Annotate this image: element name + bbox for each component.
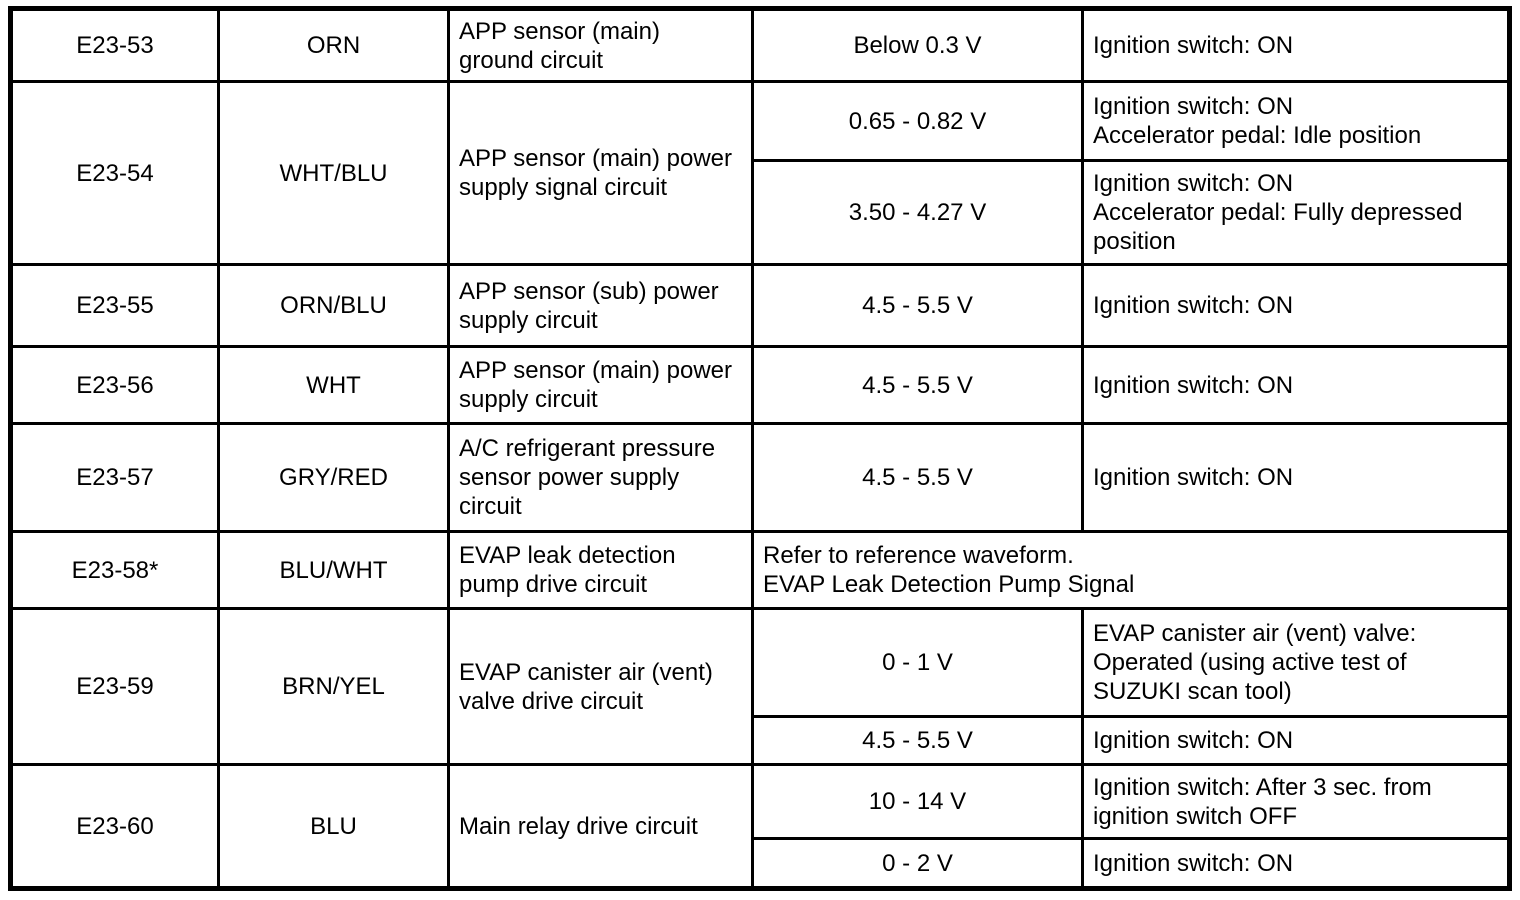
terminal-cell: E23-54 [9, 80, 220, 266]
wire-color-cell: BLU [217, 763, 450, 890]
terminal-cell: E23-58* [9, 530, 220, 610]
terminal-cell: E23-60 [9, 763, 220, 890]
circuit-cell: A/C refrigerant pressure sensor power su… [447, 422, 754, 533]
voltage-cell: Below 0.3 V [751, 7, 1084, 83]
condition-cell: Ignition switch: ON [1081, 7, 1511, 83]
table-row: E23-57 GRY/RED A/C refrigerant pressure … [9, 422, 1511, 533]
circuit-cell: EVAP canister air (vent) valve drive cir… [447, 607, 754, 766]
circuit-cell: APP sensor (main) power supply circuit [447, 345, 754, 425]
terminal-cell: E23-53 [9, 7, 220, 83]
voltage-cell: 4.5 - 5.5 V [751, 422, 1084, 533]
condition-cell: Ignition switch: ON [1081, 837, 1511, 890]
condition-cell: Ignition switch: ON [1081, 715, 1511, 766]
circuit-cell: APP sensor (main) ground circuit [447, 7, 754, 83]
terminal-cell: E23-57 [9, 422, 220, 533]
terminal-cell: E23-55 [9, 263, 220, 348]
table-row: E23-56 WHT APP sensor (main) power suppl… [9, 345, 1511, 425]
voltage-cell: 0 - 2 V [751, 837, 1084, 890]
terminal-cell: E23-56 [9, 345, 220, 425]
circuit-cell: EVAP leak detection pump drive circuit [447, 530, 754, 610]
voltage-cell: 0 - 1 V [751, 607, 1084, 718]
wire-color-cell: ORN [217, 7, 450, 83]
voltage-cell: 4.5 - 5.5 V [751, 715, 1084, 766]
voltage-cell: 10 - 14 V [751, 763, 1084, 840]
table-subrow: 3.50 - 4.27 V Ignition switch: ON Accele… [11, 159, 1511, 266]
wire-color-cell: BRN/YEL [217, 607, 450, 766]
voltage-cell: 4.5 - 5.5 V [751, 345, 1084, 425]
wire-color-cell: WHT [217, 345, 450, 425]
condition-cell: Ignition switch: ON [1081, 263, 1511, 348]
wire-color-cell: BLU/WHT [217, 530, 450, 610]
condition-cell: Ignition switch: ON Accelerator pedal: F… [1081, 159, 1511, 266]
wire-color-cell: GRY/RED [217, 422, 450, 533]
condition-cell: EVAP canister air (vent) valve: Operated… [1081, 607, 1511, 718]
condition-cell: Ignition switch: ON [1081, 422, 1511, 533]
wire-color-cell: WHT/BLU [217, 80, 450, 266]
table-row: E23-55 ORN/BLU APP sensor (sub) power su… [9, 263, 1511, 348]
condition-cell: Ignition switch: ON Accelerator pedal: I… [1081, 80, 1511, 162]
table-row: E23-59 BRN/YEL EVAP canister air (vent) … [9, 607, 1511, 766]
waveform-note-cell: Refer to reference waveform. EVAP Leak D… [751, 530, 1511, 610]
voltage-cell: 3.50 - 4.27 V [751, 159, 1084, 266]
table-row: E23-60 BLU Main relay drive circuit 10 -… [9, 763, 1511, 890]
circuit-cell: Main relay drive circuit [447, 763, 754, 890]
wire-color-cell: ORN/BLU [217, 263, 450, 348]
voltage-cell: 0.65 - 0.82 V [751, 80, 1084, 162]
terminal-cell: E23-59 [9, 607, 220, 766]
condition-cell: Ignition switch: ON [1081, 345, 1511, 425]
table-row: E23-53 ORN APP sensor (main) ground circ… [9, 7, 1511, 83]
condition-cell: Ignition switch: After 3 sec. from ignit… [1081, 763, 1511, 840]
table-row: E23-58* BLU/WHT EVAP leak detection pump… [9, 530, 1511, 610]
table-subrow: 4.5 - 5.5 V Ignition switch: ON [11, 715, 1511, 766]
terminal-voltage-table: E23-53 ORN APP sensor (main) ground circ… [8, 6, 1512, 891]
circuit-cell: APP sensor (main) power supply signal ci… [447, 80, 754, 266]
circuit-cell: APP sensor (sub) power supply circuit [447, 263, 754, 348]
table-subrow: 0 - 2 V Ignition switch: ON [11, 837, 1511, 890]
voltage-cell: 4.5 - 5.5 V [751, 263, 1084, 348]
table-row: E23-54 WHT/BLU APP sensor (main) power s… [9, 80, 1511, 266]
